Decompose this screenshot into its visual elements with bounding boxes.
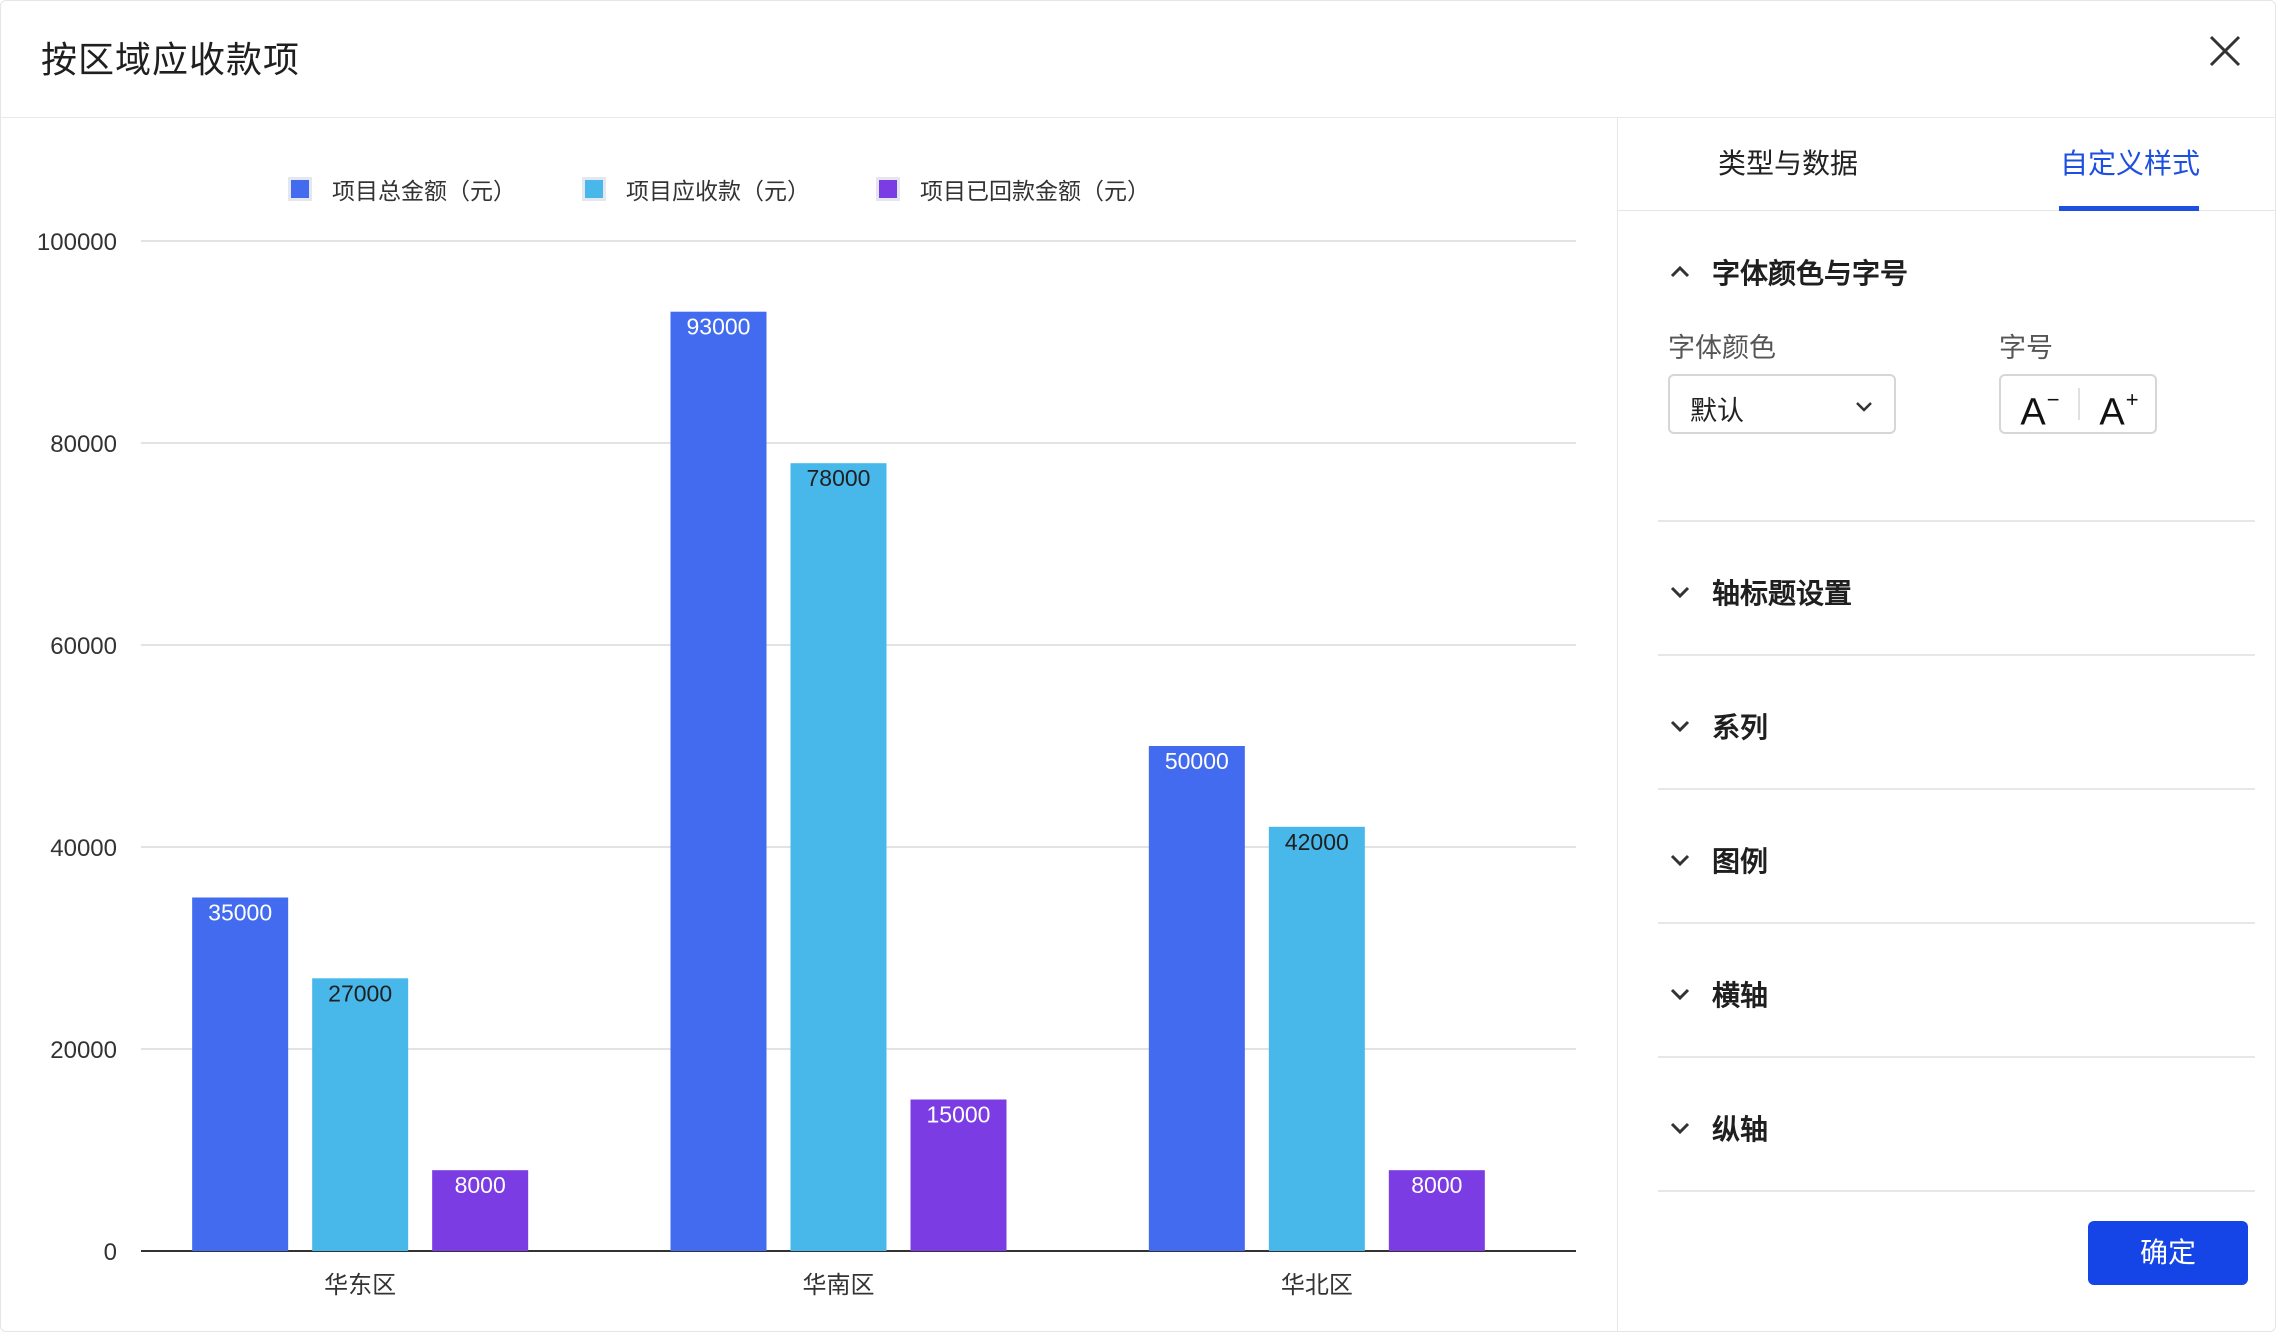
legend-item-collected[interactable]: 项目已回款金额（元） <box>876 172 1150 206</box>
plus-icon: + <box>2125 387 2139 412</box>
bar <box>1148 746 1245 1251</box>
y-tick-label: 100000 <box>37 229 117 256</box>
data-label: 8000 <box>1411 1172 1462 1198</box>
dialog-title: 按区域应收款项 <box>41 39 301 80</box>
section-axis-title-settings[interactable]: 轴标题设置 <box>1668 572 1852 612</box>
bar <box>432 1170 529 1251</box>
font-size-decrease-glyph: A <box>2020 391 2046 434</box>
font-color-select[interactable]: 默认 <box>1668 374 1896 434</box>
section-divider <box>1658 922 2255 924</box>
y-tick-label: 0 <box>104 1239 117 1266</box>
font-size-increase-button[interactable]: A+ <box>2080 376 2158 434</box>
section-x-axis[interactable]: 横轴 <box>1668 974 1768 1014</box>
section-divider <box>1658 520 2255 522</box>
section-divider <box>1658 1190 2255 1192</box>
data-label: 42000 <box>1285 829 1349 855</box>
x-tick-label: 华东区 <box>324 1272 396 1299</box>
close-icon[interactable] <box>2203 29 2247 73</box>
section-label: 图例 <box>1712 846 1769 877</box>
data-label: 78000 <box>807 465 871 491</box>
tab-type-and-data[interactable]: 类型与数据 <box>1718 148 1859 179</box>
section-label: 系列 <box>1712 712 1769 743</box>
legend-swatch-receivable <box>582 177 606 201</box>
font-size-label: 字号 <box>1999 333 2053 363</box>
bar-chart: 0 20000 40000 60000 80000 100000 35000 27000 800… <box>37 229 1576 1299</box>
minus-icon: − <box>2046 387 2060 412</box>
data-label: 15000 <box>927 1102 991 1128</box>
section-divider <box>1658 654 2255 656</box>
y-tick-label: 20000 <box>50 1037 117 1064</box>
legend-item-total[interactable]: 项目总金额（元） <box>288 172 516 206</box>
chevron-up-icon <box>1670 265 1690 278</box>
section-label: 纵轴 <box>1712 1114 1769 1145</box>
data-label: 8000 <box>455 1172 506 1198</box>
data-label: 50000 <box>1165 748 1229 774</box>
bar <box>670 311 767 1251</box>
stepper-divider <box>2078 388 2080 420</box>
section-legend[interactable]: 图例 <box>1668 840 1768 880</box>
y-tick-label: 60000 <box>50 633 117 660</box>
section-divider <box>1658 1056 2255 1058</box>
section-label: 横轴 <box>1712 980 1769 1011</box>
tab-custom-style[interactable]: 自定义样式 <box>2060 148 2201 179</box>
section-label: 字体颜色与字号 <box>1712 258 1909 289</box>
section-y-axis[interactable]: 纵轴 <box>1668 1108 1768 1148</box>
legend-swatch-collected <box>876 177 900 201</box>
x-tick-label: 华南区 <box>803 1272 875 1299</box>
section-label: 轴标题设置 <box>1712 578 1853 609</box>
bar <box>1268 826 1365 1251</box>
confirm-button[interactable]: 确定 <box>2088 1221 2248 1285</box>
panel-tabs: 类型与数据 自定义样式 <box>1618 118 2275 211</box>
bar <box>790 463 887 1251</box>
bar <box>910 1099 1007 1251</box>
chevron-down-icon <box>1670 720 1690 733</box>
chevron-down-icon <box>1670 988 1690 1001</box>
chevron-down-icon <box>1856 402 1872 412</box>
bar <box>1388 1170 1485 1251</box>
section-font-color-size[interactable]: 字体颜色与字号 <box>1668 252 1908 292</box>
dialog-header: 按区域应收款项 <box>1 1 2275 118</box>
legend-label-collected: 项目已回款金额（元） <box>920 178 1150 204</box>
y-tick-label: 40000 <box>50 835 117 862</box>
font-size-increase-glyph: A <box>2099 391 2125 434</box>
data-label: 35000 <box>208 900 272 926</box>
data-label: 93000 <box>687 314 751 340</box>
chart-area: 项目总金额（元） 项目应收款（元） 项目已回款金额（元） 0 20000 40000… <box>1 118 1617 1331</box>
chevron-down-icon <box>1670 1122 1690 1135</box>
legend-label-total: 项目总金额（元） <box>332 178 516 204</box>
legend-item-receivable[interactable]: 项目应收款（元） <box>582 172 810 206</box>
x-tick-label: 华北区 <box>1281 1272 1353 1299</box>
bar <box>192 897 289 1251</box>
font-size-decrease-button[interactable]: A− <box>2001 376 2079 434</box>
section-divider <box>1658 788 2255 790</box>
chevron-down-icon <box>1670 586 1690 599</box>
legend-label-receivable: 项目应收款（元） <box>626 178 810 204</box>
data-label: 27000 <box>328 980 392 1006</box>
chart-legend: 项目总金额（元） 项目应收款（元） 项目已回款金额（元） <box>1 172 1617 206</box>
font-color-value: 默认 <box>1690 396 1744 426</box>
style-panel: 类型与数据 自定义样式 字体颜色与字号 字体颜色 字号 默认 A− A+ <box>1618 118 2275 1331</box>
font-size-stepper: A− A+ <box>1999 374 2157 434</box>
section-series[interactable]: 系列 <box>1668 706 1768 746</box>
legend-swatch-total <box>288 177 312 201</box>
active-tab-indicator <box>2059 206 2199 211</box>
chevron-down-icon <box>1670 854 1690 867</box>
bar <box>312 978 409 1251</box>
font-color-label: 字体颜色 <box>1668 333 1776 363</box>
y-tick-label: 80000 <box>50 431 117 458</box>
panel-divider <box>1617 118 1618 1331</box>
